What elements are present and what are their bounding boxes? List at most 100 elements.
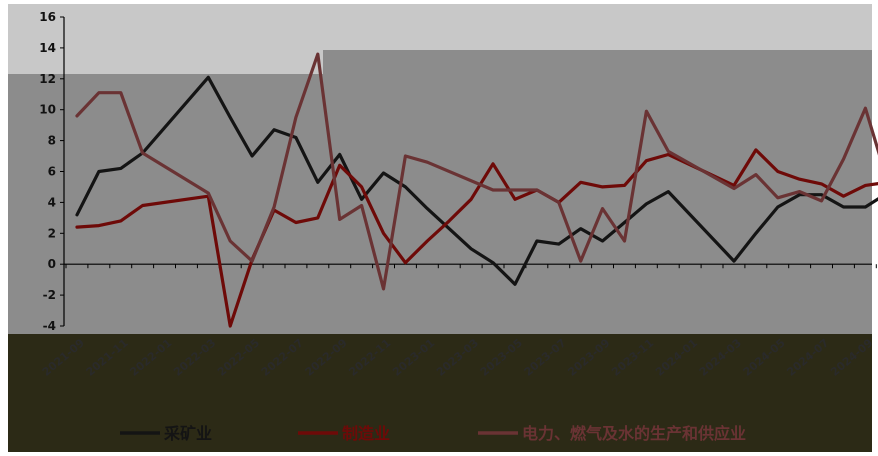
data-point <box>776 206 779 208</box>
data-point <box>207 76 210 79</box>
data-point <box>295 221 297 224</box>
y-tick-label: -2 <box>43 288 56 302</box>
data-point <box>141 204 144 207</box>
data-point <box>864 206 867 208</box>
data-point <box>492 261 494 264</box>
data-point <box>842 206 845 208</box>
data-point <box>601 207 604 210</box>
data-point <box>733 260 735 262</box>
data-point <box>492 189 494 191</box>
data-point <box>119 220 122 222</box>
data-point <box>426 240 429 242</box>
data-point <box>76 226 78 228</box>
data-point <box>404 261 407 264</box>
data-point <box>426 207 429 210</box>
data-point <box>798 193 801 196</box>
data-point <box>623 184 626 187</box>
y-tick-label: 8 <box>48 134 56 148</box>
data-point <box>119 167 122 170</box>
data-point <box>448 220 451 222</box>
data-point <box>601 240 604 242</box>
data-point <box>536 240 538 242</box>
series-line-2 <box>75 148 878 328</box>
data-point <box>514 283 516 286</box>
y-tick-label: 14 <box>39 41 56 55</box>
data-point <box>623 221 626 224</box>
data-point <box>273 128 275 131</box>
data-point <box>645 203 648 205</box>
data-point <box>98 170 100 173</box>
data-point <box>360 198 363 201</box>
data-point <box>251 260 253 262</box>
data-point <box>514 198 516 201</box>
data-point <box>317 217 319 219</box>
data-point <box>864 184 867 187</box>
legend-label-3: 电力、燃气及水的生产和供应业 <box>522 424 746 443</box>
series-lines <box>75 52 878 328</box>
data-point <box>755 232 757 235</box>
data-point <box>229 116 232 119</box>
data-point <box>251 155 253 157</box>
data-point <box>798 178 801 181</box>
data-point <box>207 192 210 194</box>
y-tick-label: 6 <box>48 165 56 179</box>
data-point <box>579 227 582 230</box>
data-point <box>492 162 494 165</box>
data-point <box>557 201 560 204</box>
data-point <box>601 186 604 188</box>
series-line-3 <box>75 52 878 291</box>
data-point <box>295 116 297 119</box>
data-point <box>623 240 626 242</box>
data-point <box>295 136 297 139</box>
data-point <box>382 172 385 174</box>
y-tick-label: -4 <box>43 319 56 333</box>
data-point <box>842 195 845 198</box>
data-point <box>382 288 385 290</box>
data-point <box>755 173 757 176</box>
data-point <box>776 196 779 199</box>
data-point <box>360 204 363 207</box>
data-point <box>557 243 560 245</box>
y-tick-label: 10 <box>39 103 56 117</box>
data-point <box>119 91 122 94</box>
legend-label-2: 制造业 <box>342 424 390 443</box>
data-point <box>426 161 429 164</box>
data-point <box>76 213 78 216</box>
y-tick-label: 2 <box>48 226 56 240</box>
data-point <box>820 200 823 202</box>
y-tick-label: 4 <box>48 195 56 209</box>
data-point <box>579 181 582 184</box>
data-point <box>98 224 100 227</box>
data-point <box>667 153 670 156</box>
data-point <box>798 190 801 193</box>
legend-label-1: 采矿业 <box>163 424 212 443</box>
data-point <box>776 170 779 173</box>
data-point <box>645 110 648 113</box>
data-point <box>820 193 823 196</box>
data-point <box>755 149 757 151</box>
y-tick-label: 16 <box>39 10 56 24</box>
legend: 采矿业 制造业 电力、燃气及水的生产和供应业 <box>120 424 746 443</box>
data-point <box>733 184 735 187</box>
data-point <box>645 159 648 162</box>
data-point <box>470 247 472 250</box>
data-point <box>820 183 823 185</box>
y-tick-label: 12 <box>39 72 56 86</box>
data-point <box>470 198 472 201</box>
data-point <box>360 186 363 188</box>
data-point <box>382 232 385 235</box>
data-point <box>536 189 538 191</box>
data-point <box>338 218 341 221</box>
data-point <box>404 155 407 157</box>
data-point <box>864 107 867 109</box>
data-point <box>514 189 516 191</box>
series-line-1 <box>75 75 878 286</box>
axes: -4 -2 0 2 4 6 8 10 12 14 16 <box>39 10 877 333</box>
data-point <box>141 152 144 154</box>
data-point <box>338 153 341 156</box>
data-point <box>338 164 341 167</box>
data-point <box>76 115 78 117</box>
plot-band-light-left <box>8 50 323 74</box>
